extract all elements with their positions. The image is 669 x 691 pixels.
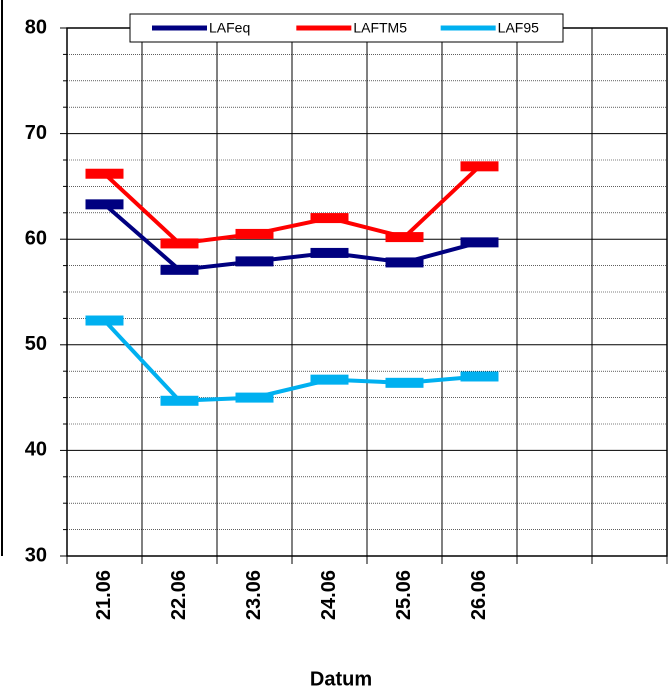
marker <box>460 237 499 248</box>
x-tick-label: 23.06 <box>243 570 265 620</box>
series-line <box>103 164 481 246</box>
marker <box>460 371 499 382</box>
marker <box>160 395 199 406</box>
y-tick-label: 70 <box>25 122 47 144</box>
marker <box>460 161 499 172</box>
marker <box>310 374 349 385</box>
x-tick-label: 26.06 <box>468 570 490 620</box>
y-tick-label: 30 <box>25 544 47 566</box>
y-tick-label: 60 <box>25 227 47 249</box>
x-tick-label: 25.06 <box>393 570 415 620</box>
legend-label: LAFTM5 <box>353 20 407 36</box>
marker <box>85 199 124 210</box>
x-tick-label: 24.06 <box>318 570 340 620</box>
marker <box>235 228 274 239</box>
marker <box>85 315 124 326</box>
marker <box>385 377 424 388</box>
marker <box>310 213 349 224</box>
x-axis-title: Datum <box>310 668 372 690</box>
marker <box>385 257 424 268</box>
x-tick-label: 21.06 <box>93 570 115 620</box>
marker <box>160 238 199 249</box>
marker <box>385 232 424 243</box>
marker <box>235 392 274 403</box>
marker <box>310 247 349 258</box>
y-tick-label: 50 <box>25 333 47 355</box>
marker <box>85 168 124 179</box>
marker <box>160 264 199 275</box>
x-tick-label: 22.06 <box>168 570 190 620</box>
legend-label: LAFeq <box>209 20 250 36</box>
y-tick-label: 40 <box>25 439 47 461</box>
legend-label: LAF95 <box>498 20 539 36</box>
y-tick-label: 80 <box>25 16 47 38</box>
marker <box>235 256 274 267</box>
